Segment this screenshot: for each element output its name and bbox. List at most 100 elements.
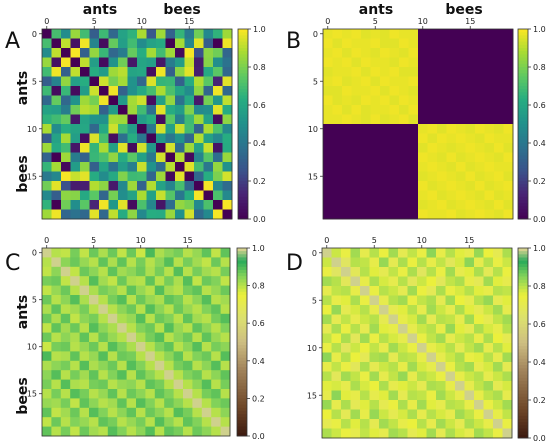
heatmap-cell <box>89 313 99 324</box>
heatmap-cell <box>98 370 109 380</box>
heatmap-cell <box>42 143 52 153</box>
y-tick-label: 0 <box>32 30 37 39</box>
colorbar-segment <box>237 335 247 340</box>
heatmap-cell <box>483 267 494 277</box>
heatmap-cell <box>474 419 484 429</box>
heatmap-cell <box>118 124 128 134</box>
heatmap-cell <box>502 343 513 353</box>
y-tick-label: 15 <box>308 172 318 181</box>
heatmap-cell <box>446 57 457 68</box>
y-tick-label: 5 <box>32 77 37 86</box>
heatmap-cell <box>107 266 118 277</box>
heatmap-cell <box>194 181 204 191</box>
heatmap-cell <box>192 266 203 277</box>
heatmap-cell <box>89 29 100 39</box>
heatmap-cell <box>398 371 408 382</box>
colorbar-segment <box>237 363 247 368</box>
heatmap-cell <box>456 133 466 144</box>
heatmap-cell <box>351 38 362 49</box>
heatmap-cell <box>350 400 361 410</box>
heatmap-cell <box>418 171 428 182</box>
heatmap-cell <box>175 114 185 125</box>
colorbar-segment <box>518 133 528 138</box>
heatmap-cell <box>360 362 370 372</box>
heatmap-cell <box>341 257 351 268</box>
heatmap-cell <box>99 190 109 201</box>
heatmap-cell <box>164 266 174 277</box>
colorbar-segment <box>518 308 528 312</box>
heatmap-cell <box>437 38 447 49</box>
heatmap-cell <box>42 285 52 296</box>
heatmap-cell <box>98 360 109 371</box>
heatmap-cell <box>389 171 400 182</box>
heatmap-cell <box>455 371 465 382</box>
heatmap-cell <box>464 409 475 420</box>
heatmap-cell <box>79 295 90 305</box>
heatmap-cell <box>437 114 447 125</box>
heatmap-cell <box>388 381 399 391</box>
heatmap-cell <box>99 76 109 87</box>
heatmap-cell <box>341 276 351 287</box>
heatmap-cell <box>494 105 504 115</box>
colorbar-segment <box>518 396 528 401</box>
heatmap-cell <box>99 124 109 134</box>
heatmap-cell <box>137 124 147 134</box>
heatmap-cell <box>474 267 484 277</box>
colorbar-segment <box>237 401 247 406</box>
heatmap-cell <box>201 426 212 437</box>
heatmap-cell <box>437 57 447 68</box>
heatmap-cell <box>398 343 408 353</box>
heatmap-cell <box>332 95 343 106</box>
heatmap-cell <box>398 248 408 258</box>
heatmap-cell <box>369 381 380 391</box>
heatmap-cell <box>341 419 351 429</box>
heatmap-cell <box>323 48 333 58</box>
colorbar-frame <box>237 28 249 220</box>
heatmap-cell <box>445 276 456 287</box>
heatmap-cell <box>99 171 109 182</box>
heatmap-cell <box>136 295 146 305</box>
heatmap-cell <box>475 114 485 125</box>
heatmap-cell <box>136 407 146 418</box>
heatmap-cell <box>379 248 389 258</box>
heatmap-cell <box>164 342 174 352</box>
heatmap-cell <box>474 400 484 410</box>
colorbar-segment <box>237 373 247 377</box>
colorbar-segment <box>518 362 528 366</box>
colorbar-segment <box>238 120 248 125</box>
heatmap-cell <box>456 76 466 87</box>
colorbar-segment <box>518 355 528 360</box>
heatmap-cell <box>70 248 80 258</box>
heatmap-cell <box>61 105 71 115</box>
heatmap-cell <box>332 86 343 96</box>
heatmap-cell <box>370 152 381 163</box>
heatmap-cell <box>464 371 475 382</box>
heatmap-cell <box>145 266 156 277</box>
heatmap-cell <box>194 190 204 201</box>
heatmap-cell <box>360 324 370 334</box>
colorbar-tick-label: 0.4 <box>253 139 266 148</box>
heatmap-cell <box>379 371 389 382</box>
heatmap-cell <box>380 171 390 182</box>
heatmap-cell <box>426 248 437 258</box>
colorbar-segment <box>237 273 247 277</box>
heatmap-cell <box>154 323 165 333</box>
colorbar-segment <box>518 428 528 433</box>
heatmap-cell <box>502 286 513 296</box>
heatmap-cell <box>98 417 109 427</box>
heatmap-cell <box>418 114 428 125</box>
heatmap-cell <box>342 171 352 182</box>
heatmap-cell <box>370 105 381 115</box>
heatmap-cell <box>436 295 446 306</box>
heatmap-cell <box>370 124 381 134</box>
heatmap-cell <box>154 351 165 362</box>
colorbar-segment <box>518 305 528 309</box>
heatmap-cell <box>156 133 166 144</box>
heatmap-cell <box>184 171 195 182</box>
heatmap-cell <box>322 352 332 363</box>
colorbar-segment <box>518 171 528 176</box>
heatmap-cell <box>60 351 71 362</box>
heatmap-cell <box>137 133 147 144</box>
heatmap-cell <box>484 38 495 49</box>
heatmap-cell <box>183 285 193 296</box>
